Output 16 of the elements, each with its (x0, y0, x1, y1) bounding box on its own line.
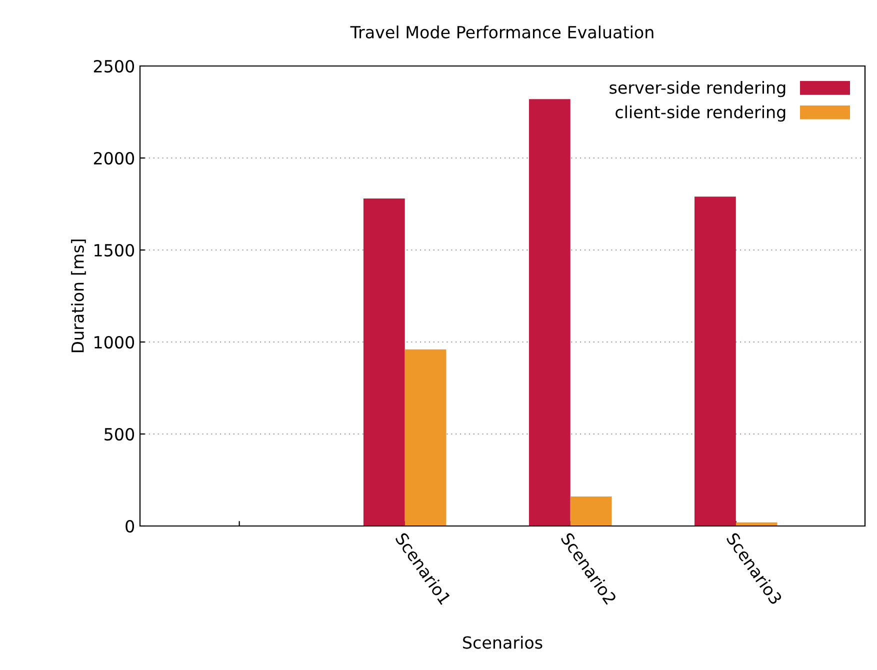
y-tick-label: 2000 (94, 152, 134, 165)
bar (570, 496, 612, 526)
y-tick-label: 2500 (94, 60, 134, 73)
y-tick-label: 500 (104, 428, 134, 441)
bar (363, 198, 405, 526)
legend-label: server-side rendering (610, 81, 786, 98)
y-tick-label: 1500 (94, 244, 134, 257)
y-tick-label: 1000 (94, 336, 134, 349)
legend-label: client-side rendering (616, 105, 786, 122)
y-axis-title: Duration [ms] (71, 240, 86, 352)
bar (694, 196, 736, 526)
chart-title: Travel Mode Performance Evaluation (350, 26, 654, 38)
bar (528, 99, 570, 526)
bar (404, 349, 446, 526)
x-axis-title: Scenarios (463, 636, 542, 649)
y-tick-label: 0 (126, 520, 134, 533)
